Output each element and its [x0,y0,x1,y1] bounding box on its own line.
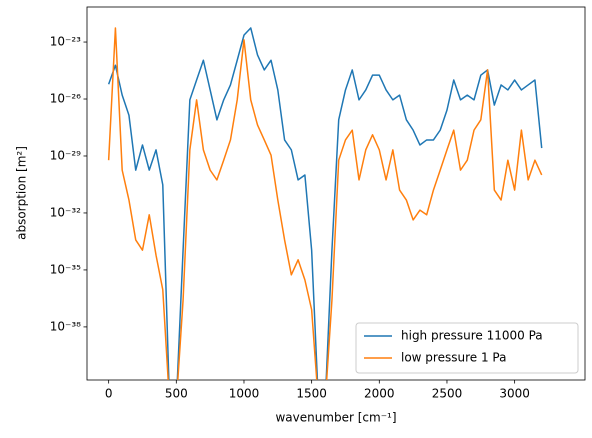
lines [107,27,543,380]
legend-label: low pressure 1 Pa [401,351,506,365]
x-tick-label: 1000 [229,387,260,401]
y-tick-label: 10⁻²⁶ [50,92,81,106]
legend-box [355,322,579,374]
y-tick-label: 10⁻²³ [50,35,81,49]
y-tick-label: 10⁻²⁹ [50,148,81,162]
x-tick-label: 2500 [432,387,463,401]
y-tick-label: 10⁻³⁵ [50,262,81,276]
x-tick-label: 1500 [296,387,327,401]
series-line [107,27,543,380]
y-tick-label: 10⁻³⁸ [50,319,81,333]
legend-label: high pressure 11000 Pa [401,329,543,343]
x-axis-label: wavenumber [cm⁻¹] [275,411,396,425]
x-tick-label: 2000 [364,387,395,401]
x-tick-label: 3000 [499,387,530,401]
y-tick-label: 10⁻³² [50,205,81,219]
series-line [107,27,543,380]
x-tick-label: 500 [165,387,188,401]
x-tick-label: 0 [105,387,113,401]
y-axis-label: absorption [m²] [15,146,29,240]
